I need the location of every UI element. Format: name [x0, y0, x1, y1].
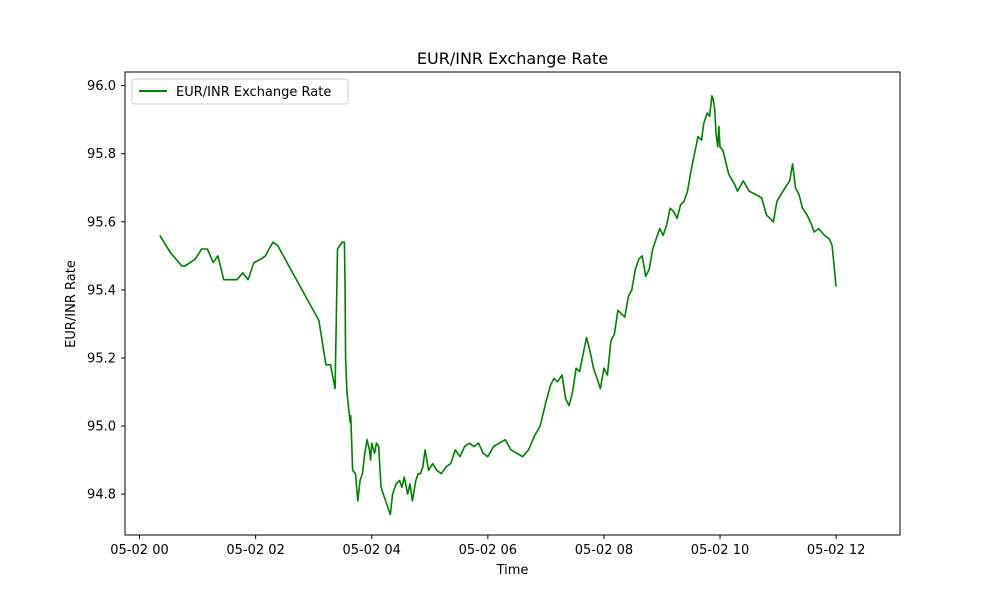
y-tick-label: 95.8: [87, 147, 116, 162]
y-tick-label: 94.8: [87, 488, 116, 503]
plot-area: [124, 71, 901, 536]
x-tick-label: 05-02 04: [342, 543, 400, 558]
legend-label: EUR/INR Exchange Rate: [176, 85, 331, 100]
x-tick-label: 05-02 12: [807, 543, 865, 558]
x-tick-label: 05-02 08: [575, 543, 633, 558]
x-tick-label: 05-02 10: [691, 543, 749, 558]
legend: EUR/INR Exchange Rate: [131, 78, 349, 105]
y-axis-title: EUR/INR Rate: [64, 260, 79, 348]
y-tick-label: 95.2: [87, 351, 116, 366]
y-tick-label: 96.0: [87, 79, 116, 94]
y-tick-label: 95.4: [87, 283, 116, 298]
x-axis-title: Time: [496, 563, 529, 578]
y-tick-label: 95.0: [87, 420, 116, 435]
y-axis: 94.8 95.0 95.2 95.4 95.6 95.8 96.0: [87, 79, 125, 503]
chart-title: EUR/INR Exchange Rate: [417, 49, 608, 68]
x-tick-label: 05-02 02: [226, 543, 284, 558]
x-tick-label: 05-02 00: [110, 543, 168, 558]
legend-box: [131, 78, 349, 105]
exchange-rate-line: [159, 95, 837, 516]
x-axis: 05-02 00 05-02 02 05-02 04 05-02 06 05-02 08…: [110, 535, 865, 558]
x-tick-label: 05-02 06: [459, 543, 517, 558]
y-tick-label: 95.6: [87, 215, 116, 230]
